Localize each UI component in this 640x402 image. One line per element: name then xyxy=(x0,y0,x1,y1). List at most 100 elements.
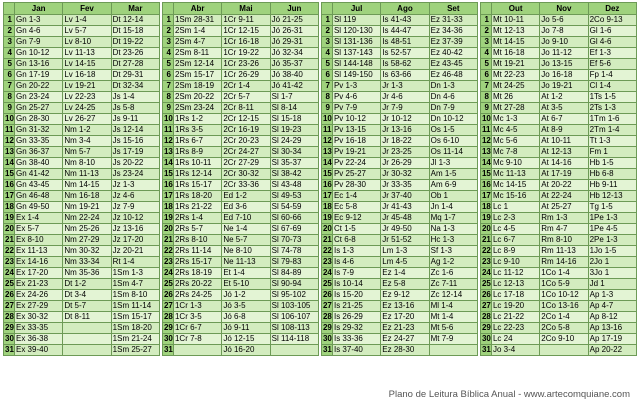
reading-cell: 1Rs 10-11 xyxy=(172,157,223,169)
reading-cell: Ef 1-3 xyxy=(587,47,638,59)
reading-cell: Ec 9-12 xyxy=(331,212,382,224)
reading-cell: Nm 25-26 xyxy=(62,223,112,235)
reading-cell: Mt 7-9 xyxy=(428,333,478,345)
reading-cell: Sl 15-18 xyxy=(269,113,319,125)
reading-cell: Ex 17-20 xyxy=(13,267,64,279)
reading-cell: At 14-16 xyxy=(539,157,589,169)
reading-cell: Zc 7-11 xyxy=(428,278,478,290)
reading-cell: Dt 23-26 xyxy=(110,47,160,59)
reading-cell: Mt 14-15 xyxy=(490,36,541,48)
reading-cell: 2Rs 20-22 xyxy=(172,278,223,290)
reading-cell: Lm 4-5 xyxy=(380,256,430,268)
reading-cell: 2Sm 4-7 xyxy=(172,36,223,48)
reading-cell: 1Rs 1-2 xyxy=(172,113,223,125)
month-header: Out xyxy=(490,2,541,15)
reading-cell: Jz 13-16 xyxy=(110,223,160,235)
day-number: 2 xyxy=(161,25,174,37)
reading-cell: 2Rs 15-17 xyxy=(172,256,223,268)
reading-cell: 2Cr 24-27 xyxy=(221,146,271,158)
day-number: 27 xyxy=(3,300,15,312)
day-number: 14 xyxy=(320,157,333,169)
reading-cell: Js 23-24 xyxy=(110,168,160,180)
day-number: 24 xyxy=(479,267,492,279)
day-number: 14 xyxy=(3,157,15,169)
reading-cell: Na 1-3 xyxy=(428,223,478,235)
reading-cell: Fp 1-4 xyxy=(587,69,638,81)
reading-cell: Js 20-22 xyxy=(110,157,160,169)
reading-cell: Jr 7-9 xyxy=(380,102,430,114)
day-number: 9 xyxy=(479,102,492,114)
reading-cell: 2Cr 8-11 xyxy=(221,102,271,114)
reading-cell: Jr 18-22 xyxy=(380,135,430,147)
reading-cell: Gn 1-3 xyxy=(13,14,64,26)
reading-cell: Jó 41-42 xyxy=(269,80,319,92)
month-header: Jun xyxy=(269,2,319,15)
reading-cell: At 10-11 xyxy=(539,135,589,147)
reading-cell: Mt 22-23 xyxy=(490,69,541,81)
reading-cell: Sl 43-48 xyxy=(269,179,319,191)
reading-cell: Jó 16-20 xyxy=(221,344,271,356)
reading-cell: Ct 1-5 xyxy=(331,223,382,235)
reading-cell: 2Sm 12-14 xyxy=(172,58,223,70)
day-number: 7 xyxy=(3,80,15,92)
day-number: 3 xyxy=(3,36,15,48)
reading-cell: Dt 19-22 xyxy=(110,36,160,48)
day-number: 26 xyxy=(479,289,492,301)
reading-cell: Mc 1-3 xyxy=(490,113,541,125)
reading-cell: Mt 10-11 xyxy=(490,14,541,26)
reading-cell: Os 11-14 xyxy=(428,146,478,158)
reading-cell: Ex 33-35 xyxy=(13,322,64,334)
day-number: 17 xyxy=(3,190,15,202)
reading-cell: Is 15-20 xyxy=(331,289,382,301)
reading-cell: Sl 90-94 xyxy=(269,278,319,290)
day-number: 25 xyxy=(161,278,174,290)
reading-cell: 1Cr 23-26 xyxy=(221,58,271,70)
reading-cell: 1Rs 6-7 xyxy=(172,135,223,147)
day-number: 1 xyxy=(3,14,15,26)
reading-cell: Pv 4-6 xyxy=(331,91,382,103)
day-number: 14 xyxy=(479,157,492,169)
reading-cell: 2Sm 1-4 xyxy=(172,25,223,37)
reading-cell: Is 63-66 xyxy=(380,69,430,81)
reading-cell: Ex 8-10 xyxy=(13,234,64,246)
reading-cell: At 6-7 xyxy=(539,113,589,125)
reading-cell: Ap 4-7 xyxy=(587,300,638,312)
day-number: 12 xyxy=(320,135,333,147)
reading-cell: 2Cr 12-15 xyxy=(221,113,271,125)
reading-cell: Is 37-40 xyxy=(331,344,382,356)
day-number: 23 xyxy=(161,256,174,268)
reading-cell: Gn 36-37 xyxy=(13,146,64,158)
day-number: 3 xyxy=(161,36,174,48)
reading-cell: Pv 7-9 xyxy=(331,102,382,114)
reading-cell: Mt 12-13 xyxy=(490,25,541,37)
day-row: 3 Gn 7-9 Lv 8-10 Dt 19-22 3 2Sm 4-7 1Cr 16-18 J… xyxy=(3,36,638,48)
reading-cell: At 20-22 xyxy=(539,179,589,191)
reading-cell: Lv 19-21 xyxy=(62,80,112,92)
reading-cell: Nm 30-32 xyxy=(62,245,112,257)
reading-cell: Hc 1-3 xyxy=(428,234,478,246)
day-number: 25 xyxy=(320,278,333,290)
reading-cell: Jó 26-31 xyxy=(269,25,319,37)
reading-cell: Lc 24 xyxy=(490,333,541,345)
reading-cell xyxy=(269,344,319,356)
reading-cell: Pv 10-12 xyxy=(331,113,382,125)
reading-cell: Dn 1-3 xyxy=(428,80,478,92)
day-number: 28 xyxy=(3,311,15,323)
reading-cell: 2Sm 18-19 xyxy=(172,80,223,92)
reading-cell: Gn 33-35 xyxy=(13,135,64,147)
day-row: 16 Gn 43-45 Nm 14-15 Jz 1-3 16 1Rs 15-17 2Cr 3… xyxy=(3,179,638,191)
day-number: 20 xyxy=(161,223,174,235)
reading-cell: Jz 4-6 xyxy=(110,190,160,202)
day-row: 4 Gn 10-12 Lv 11-13 Dt 23-26 4 2Sm 8-11 1Cr 19… xyxy=(3,47,638,59)
reading-cell: Ne 5-7 xyxy=(221,234,271,246)
day-row: 18 Gn 49-50 Nm 19-21 Jz 7-9 18 1Rs 21-22 Ed 3-… xyxy=(3,201,638,213)
reading-cell: Js 15-16 xyxy=(110,135,160,147)
reading-cell: Et 1-4 xyxy=(221,267,271,279)
reading-cell: Jo 16-18 xyxy=(539,69,589,81)
reading-cell: Jr 49-50 xyxy=(380,223,430,235)
reading-cell: Jd 1 xyxy=(587,278,638,290)
reading-cell: Is 48-51 xyxy=(380,36,430,48)
day-number: 30 xyxy=(479,333,492,345)
reading-cell: 2Rs 24-25 xyxy=(172,289,223,301)
reading-cell: Hb 1-5 xyxy=(587,157,638,169)
